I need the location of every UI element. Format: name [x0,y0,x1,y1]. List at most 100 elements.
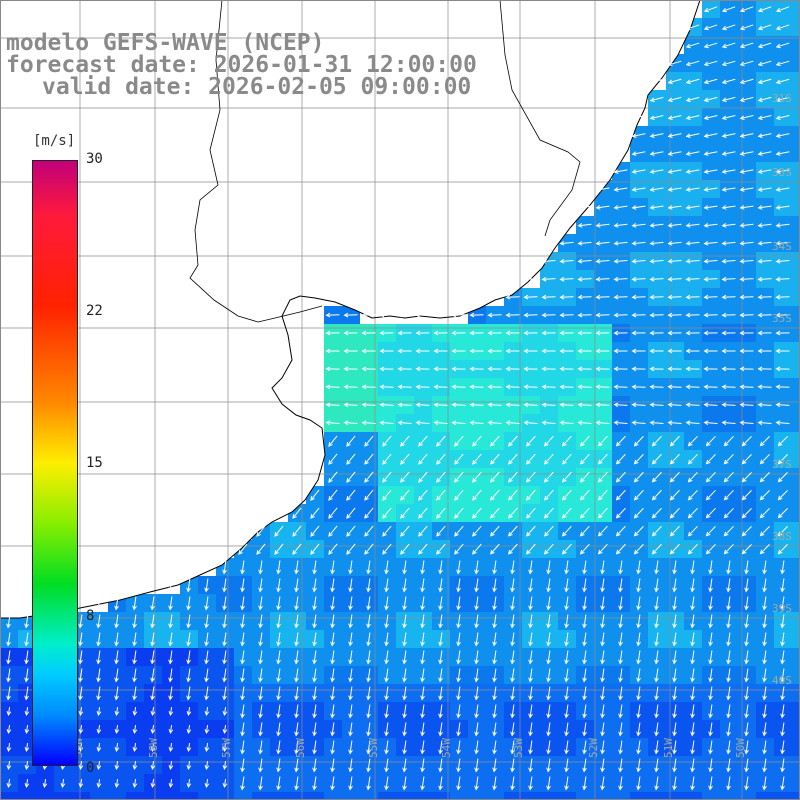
wind-cell [792,468,800,486]
wind-arrow [276,740,281,755]
wind-arrow [366,596,371,611]
wind-arrow [757,42,772,49]
wind-arrow [186,650,191,665]
wind-arrow [150,686,155,701]
wind-arrow [294,776,299,791]
wind-arrow [564,776,569,791]
longitude-label: 52W [587,738,600,758]
wind-arrow [744,722,749,737]
wind-arrow [618,686,623,701]
wind-arrow [649,402,664,408]
wind-arrow [346,489,356,501]
wind-arrow [667,312,682,318]
wind-arrow [708,758,713,773]
wind-arrow [510,596,515,611]
wind-arrow [222,596,227,611]
wind-arrow [294,650,299,665]
wind-cell [630,792,648,800]
wind-arrow [721,402,736,408]
wind-arrow [546,560,551,575]
wind-arrow [723,471,734,483]
wind-arrow [523,402,538,408]
wind-arrow [420,686,425,701]
wind-arrow [546,668,551,683]
wind-arrow [618,632,623,647]
wind-cell [72,792,90,800]
wind-arrow [384,704,389,719]
wind-cell [792,180,800,198]
wind-arrow [600,776,605,791]
wind-arrow [294,740,299,755]
wind-arrow [204,578,209,593]
wind-arrow [379,330,394,336]
wind-arrow [618,596,623,611]
wind-arrow [636,758,641,773]
wind-arrow [6,668,11,683]
wind-arrow [168,724,174,734]
wind-arrow [258,578,263,593]
wind-arrow [240,578,245,593]
wind-arrow [258,686,263,701]
wind-arrow [685,348,700,354]
wind-arrow [510,560,515,575]
wind-arrow [364,471,374,483]
wind-arrow [384,740,389,755]
longitude-label: 50W [734,738,747,758]
wind-arrow [418,507,428,519]
wind-arrow [780,704,785,719]
longitude-label: 56W [294,738,307,758]
wind-arrow [780,596,785,611]
wind-arrow [669,507,680,519]
wind-arrow [667,133,682,138]
wind-arrow [420,668,425,683]
wind-arrow [726,704,731,719]
wind-arrow [744,758,749,773]
wind-arrow [649,258,664,264]
wind-arrow [312,560,317,575]
wind-arrow [564,650,569,665]
wind-arrow [222,578,227,593]
wind-arrow [739,294,754,300]
wind-arrow [564,632,569,647]
wind-arrow [490,453,500,465]
wind-arrow [523,312,538,318]
wind-cell [270,792,288,800]
wind-arrow [436,453,446,465]
wind-arrow [564,722,569,737]
wind-arrow [703,133,718,138]
wind-arrow [114,632,119,647]
wind-arrow [577,348,592,354]
wind-arrow [168,650,173,665]
wind-arrow [325,384,340,390]
wind-arrow [582,776,587,791]
wind-arrow [366,686,371,701]
wind-arrow [186,686,191,701]
wind-arrow [775,115,790,121]
wind-arrow [402,668,407,683]
wind-arrow [240,740,245,755]
wind-cell [774,792,792,800]
wind-arrow [204,760,210,770]
wind-arrow [708,578,713,593]
wind-arrow [525,471,536,483]
wind-arrow [705,435,716,447]
wind-arrow [348,578,353,593]
wind-arrow [654,776,659,791]
wind-arrow [543,489,554,501]
wind-arrow [294,614,299,629]
wind-arrow [757,223,772,228]
wind-arrow [24,668,29,683]
wind-arrow [546,740,551,755]
wind-arrow [330,686,335,701]
wind-cell [792,594,800,612]
wind-arrow [433,420,448,426]
wind-arrow [631,240,646,246]
wind-arrow [505,402,520,408]
wind-arrow [564,614,569,629]
wind-arrow [721,151,736,156]
wind-arrow [384,578,389,593]
wind-arrow [276,650,281,665]
wind-arrow [631,133,646,138]
wind-arrow [276,722,281,737]
wind-arrow [132,706,138,716]
